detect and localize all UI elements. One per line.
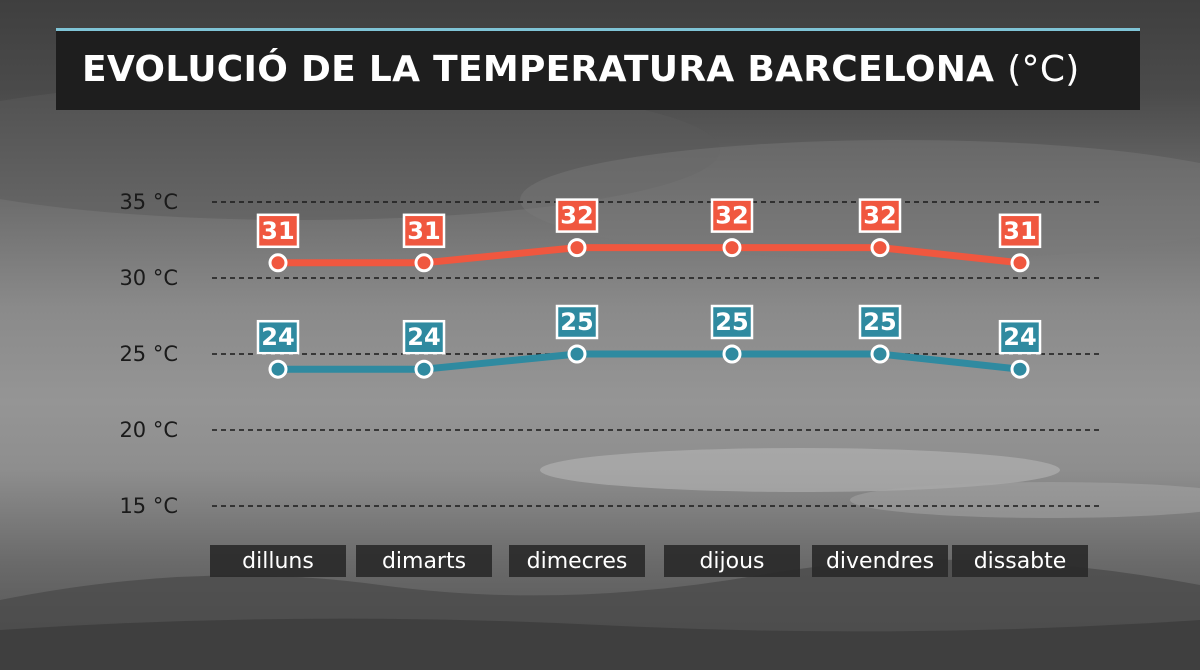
max-temperature-value-label: 32 [715, 202, 748, 230]
chart-title: EVOLUCIÓ DE LA TEMPERATURA BARCELONA (°C… [82, 49, 1080, 90]
day-label-box [356, 545, 492, 577]
min-temperature-point [268, 359, 288, 379]
min-temperature-value-label: 25 [863, 308, 896, 336]
min-temperature-point [722, 344, 742, 364]
x-tick-label: divendres [826, 549, 934, 574]
max-temperature-point [414, 253, 434, 273]
max-temperature-value-label: 31 [407, 217, 440, 245]
min-temperature-point [870, 344, 890, 364]
x-tick-dimecres: dimecres [509, 545, 645, 577]
y-axis: 35 °C 30 °C 25 °C 20 °C 15 °C [119, 190, 178, 518]
x-tick-dijous: dijous [664, 545, 800, 577]
day-label-box [664, 545, 800, 577]
day-label-box [210, 545, 346, 577]
max-temperature-label-box [998, 213, 1042, 249]
min-temperature-label-box [998, 319, 1042, 355]
min-temperature-label-box [858, 304, 902, 340]
max-temperature-point [268, 253, 288, 273]
y-tick-label: 25 °C [119, 342, 178, 366]
day-label-box [812, 545, 948, 577]
y-tick-label: 15 °C [119, 494, 178, 518]
min-temperature-label-box [710, 304, 754, 340]
max-temperature-point [870, 238, 890, 258]
x-tick-label: dimarts [382, 549, 466, 574]
y-tick-label: 20 °C [119, 418, 178, 442]
max-temperature-label-box [555, 198, 599, 233]
min-temperature-series: 24 24 25 25 25 24 [256, 304, 1042, 379]
x-tick-label: dijous [699, 549, 764, 574]
day-label-box [509, 545, 645, 577]
max-temperature-point [567, 238, 587, 258]
min-temperature-line [274, 350, 1024, 373]
max-temperature-value-label: 32 [863, 202, 896, 230]
max-temperature-label-box [858, 198, 902, 233]
x-tick-label: dissabte [974, 549, 1067, 574]
max-temperature-value-label: 32 [560, 202, 593, 230]
x-tick-divendres: divendres [812, 545, 948, 577]
min-temperature-value-label: 25 [715, 308, 748, 336]
chart-title-main: EVOLUCIÓ DE LA TEMPERATURA BARCELONA [82, 49, 995, 90]
x-tick-dimarts: dimarts [356, 545, 492, 577]
x-tick-dilluns: dilluns [210, 545, 346, 577]
max-temperature-value-label: 31 [1003, 217, 1036, 245]
day-label-box [952, 545, 1088, 577]
x-tick-dissabte: dissabte [952, 545, 1088, 577]
min-temperature-value-label: 24 [1003, 323, 1036, 351]
min-temperature-label-box [256, 319, 300, 355]
max-temperature-value-label: 31 [261, 217, 294, 245]
min-temperature-point [414, 359, 434, 379]
x-tick-label: dimecres [527, 549, 628, 574]
max-temperature-point [722, 238, 742, 258]
title-bar: EVOLUCIÓ DE LA TEMPERATURA BARCELONA (°C… [56, 28, 1140, 110]
min-temperature-value-label: 24 [407, 323, 440, 351]
min-temperature-value-label: 25 [560, 308, 593, 336]
max-temperature-point [1010, 253, 1030, 273]
min-temperature-point [1010, 359, 1030, 379]
min-temperature-label-box [402, 319, 446, 355]
max-temperature-line [274, 244, 1024, 267]
x-axis-day-labels: dilluns dimarts dimecres dijous divendres dis… [210, 545, 1088, 577]
min-temperature-value-label: 24 [261, 323, 294, 351]
max-temperature-label-box [402, 213, 446, 249]
x-tick-label: dilluns [242, 549, 314, 574]
min-temperature-label-box [555, 304, 599, 340]
y-tick-label: 30 °C [119, 266, 178, 290]
series-layer: 31 31 32 32 32 31 24 24 25 25 25 24 [256, 198, 1042, 379]
max-temperature-label-box [710, 198, 754, 233]
max-temperature-series: 31 31 32 32 32 31 [256, 198, 1042, 273]
max-temperature-label-box [256, 213, 300, 249]
min-temperature-point [567, 344, 587, 364]
chart-title-unit: (°C) [1007, 49, 1080, 90]
y-tick-label: 35 °C [119, 190, 178, 214]
